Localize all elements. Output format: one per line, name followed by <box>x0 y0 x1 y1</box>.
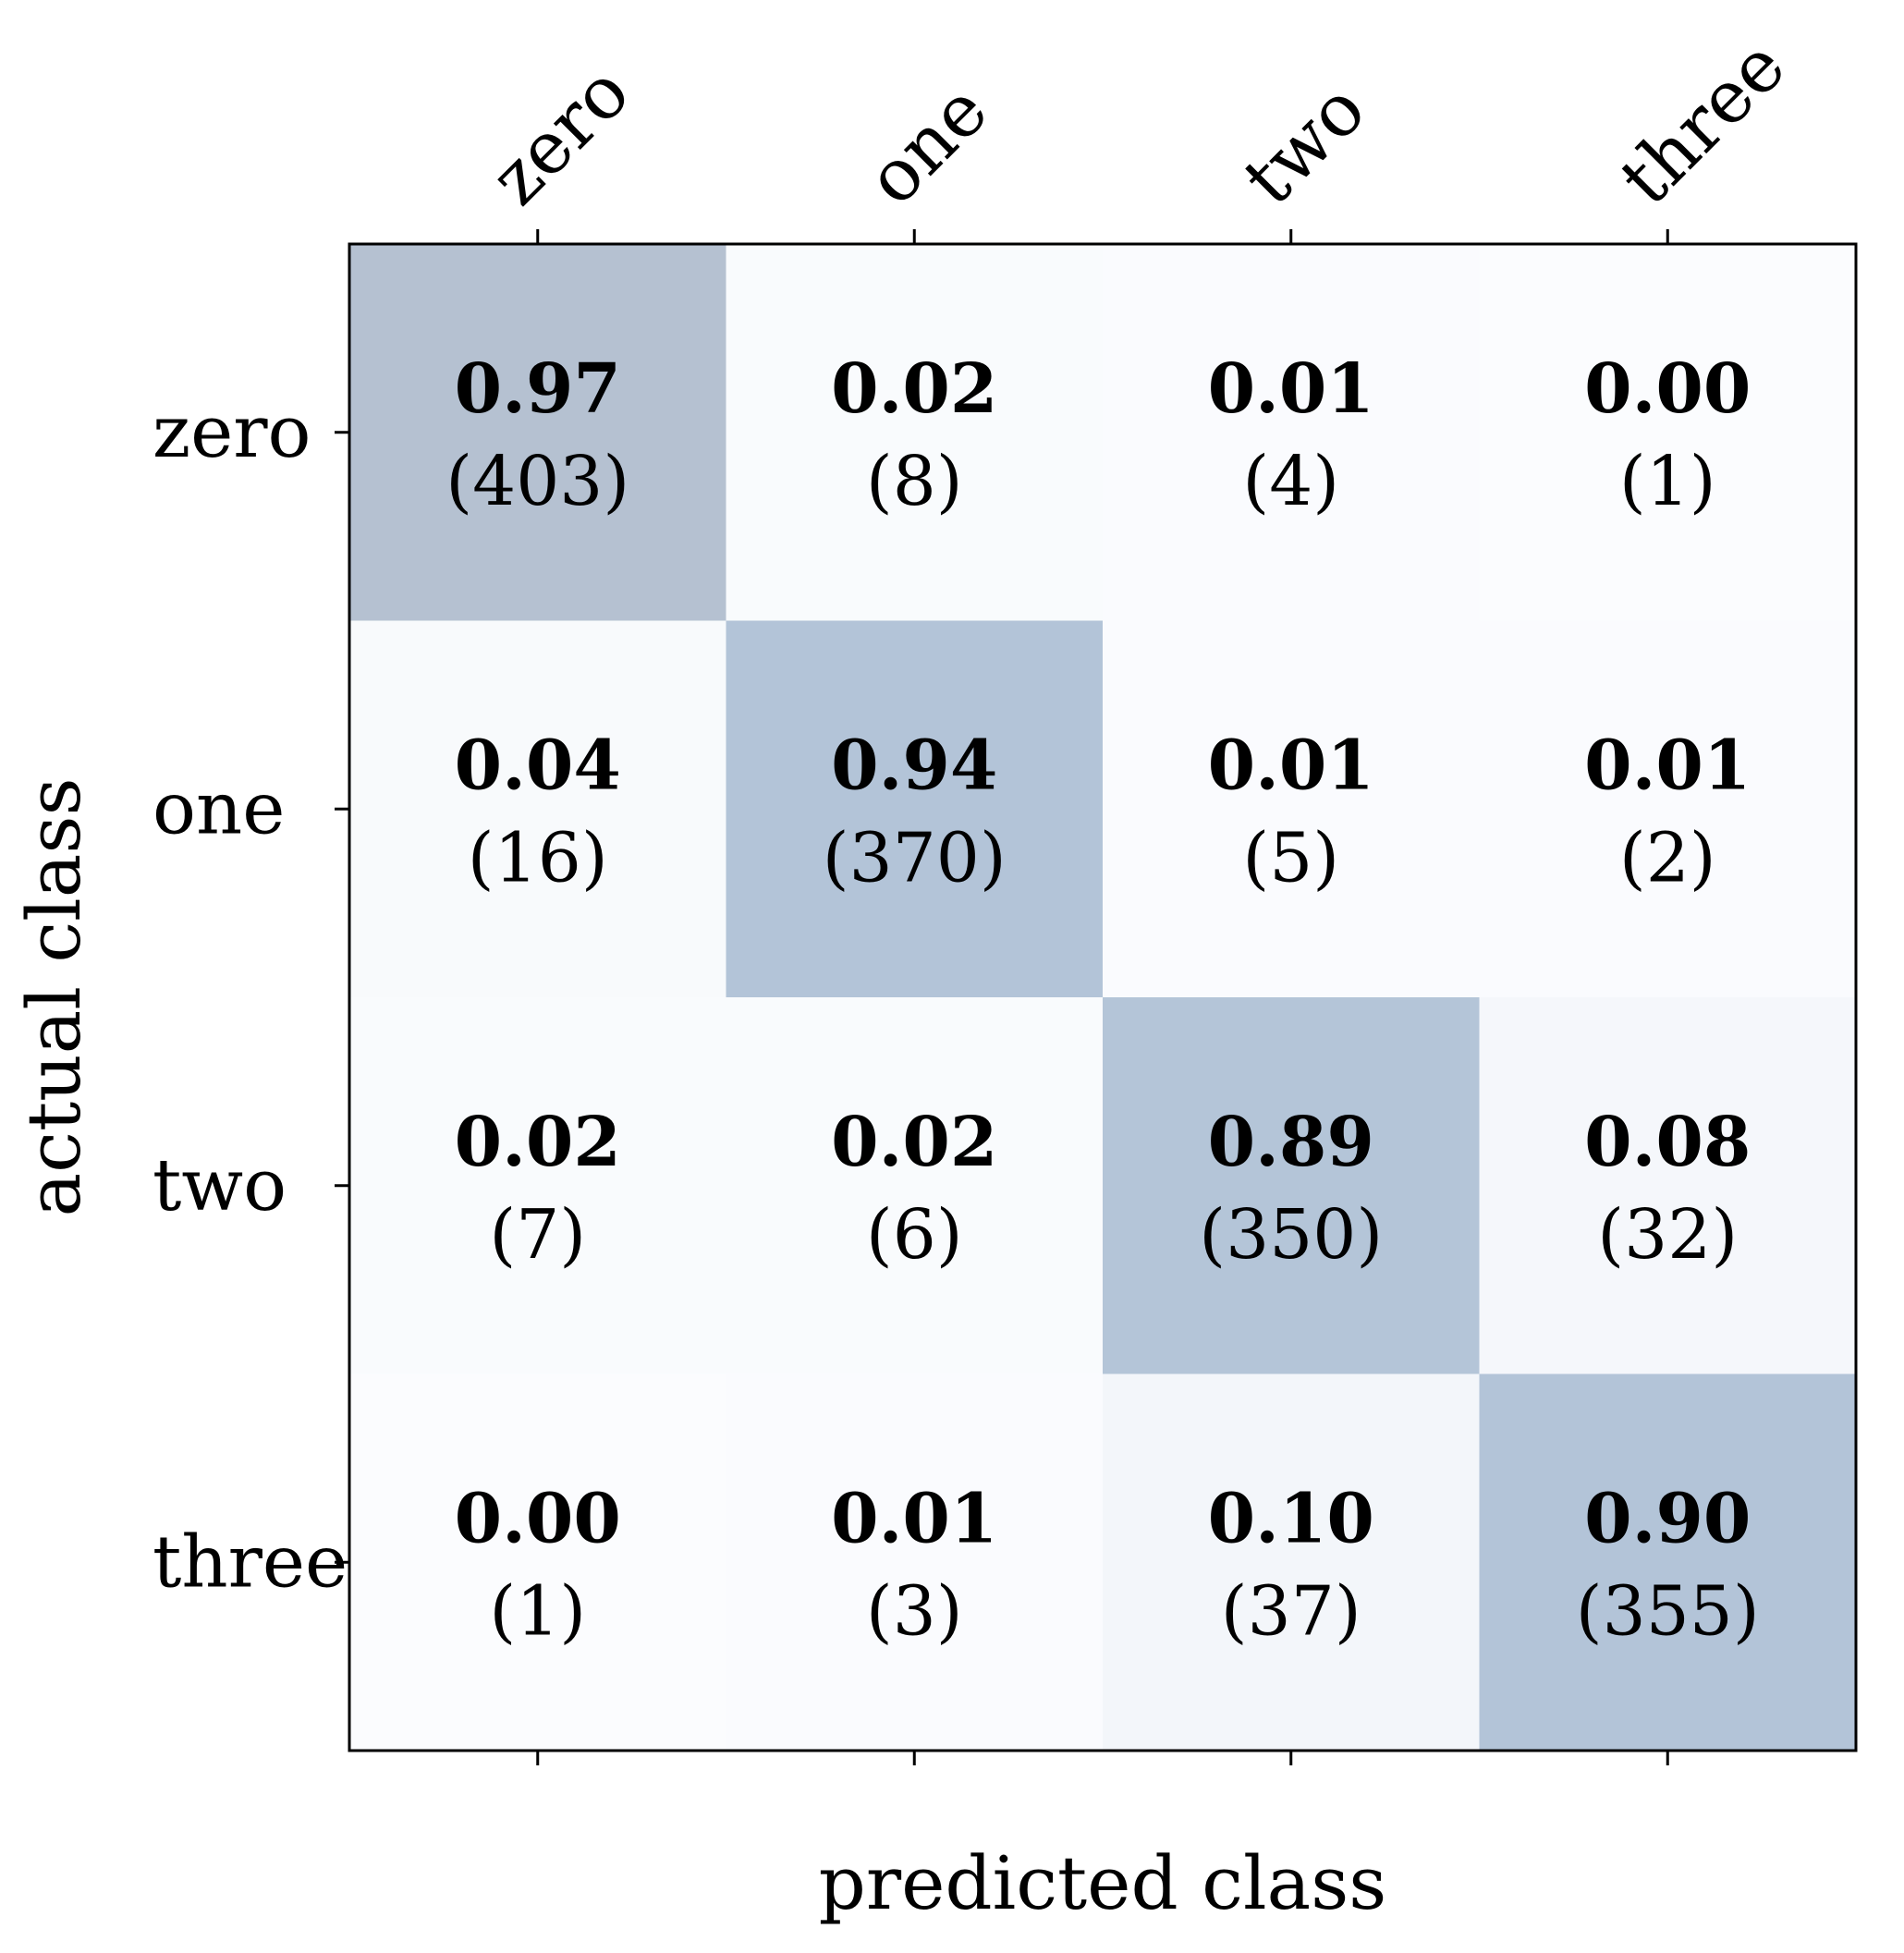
heatmap-cell-3-3 <box>1479 1373 1857 1752</box>
heatmap-cell-3-2 <box>1103 1373 1480 1752</box>
heatmap-cell-2-2 <box>1103 997 1480 1374</box>
cell-ratio-label: 0.94 <box>831 726 997 805</box>
heatmap-cell-2-0 <box>349 997 726 1374</box>
heatmap-cell-2-1 <box>726 997 1104 1374</box>
heatmap-cell-1-0 <box>349 620 726 998</box>
cell-count-label: (2) <box>1619 818 1716 897</box>
heatmap-cell-1-3 <box>1479 620 1857 998</box>
cell-count-label: (32) <box>1597 1195 1738 1275</box>
cell-ratio-label: 0.00 <box>455 1479 621 1558</box>
cell-count-label: (1) <box>1619 442 1716 521</box>
cell-ratio-label: 0.01 <box>831 1479 997 1558</box>
y-tick-label-one: one <box>153 767 285 850</box>
cell-ratio-label: 0.01 <box>1208 726 1374 805</box>
y-axis-label: actual class <box>11 777 97 1216</box>
heatmap-cell-0-1 <box>726 244 1104 621</box>
cell-count-label: (3) <box>866 1571 963 1651</box>
x-tick-label-two: two <box>1228 67 1382 221</box>
cell-ratio-label: 0.89 <box>1208 1103 1374 1182</box>
cell-count-label: (5) <box>1242 818 1339 897</box>
heatmap-cell-3-1 <box>726 1373 1104 1752</box>
cell-ratio-label: 0.02 <box>831 349 997 429</box>
cell-count-label: (8) <box>866 442 963 521</box>
x-axis-label: predicted class <box>819 1840 1387 1926</box>
cell-count-label: (6) <box>866 1195 963 1275</box>
cell-ratio-label: 0.02 <box>455 1103 621 1182</box>
cell-count-label: (16) <box>468 818 608 897</box>
cell-ratio-label: 0.97 <box>455 349 621 429</box>
heatmap-cell-2-3 <box>1479 997 1857 1374</box>
y-tick-label-two: two <box>153 1144 287 1227</box>
heatmap-cell-1-1 <box>726 620 1104 998</box>
heatmap-cell-1-2 <box>1103 620 1480 998</box>
cell-ratio-label: 0.04 <box>455 726 621 805</box>
cell-count-label: (37) <box>1221 1571 1361 1651</box>
heatmap-cell-0-3 <box>1479 244 1857 621</box>
heatmap-cell-0-2 <box>1103 244 1480 621</box>
cell-count-label: (370) <box>823 818 1007 897</box>
x-tick-label-zero: zero <box>475 51 646 222</box>
cell-ratio-label: 0.10 <box>1208 1479 1374 1558</box>
ticks-layer <box>335 229 1669 1765</box>
heatmap-cell-3-0 <box>349 1373 726 1752</box>
y-tick-label-zero: zero <box>153 391 311 474</box>
cell-ratio-label: 0.01 <box>1208 349 1374 429</box>
cells-layer <box>349 244 1857 1752</box>
cell-count-label: (403) <box>445 442 629 521</box>
cell-ratio-label: 0.08 <box>1584 1103 1751 1182</box>
heatmap-cell-0-0 <box>349 244 726 621</box>
cell-ratio-label: 0.01 <box>1584 726 1751 805</box>
cell-ratio-label: 0.02 <box>831 1103 997 1182</box>
cell-count-label: (1) <box>489 1571 586 1651</box>
cell-count-label: (355) <box>1576 1571 1760 1651</box>
y-tick-label-three: three <box>153 1520 348 1604</box>
cell-ratio-label: 0.90 <box>1584 1479 1751 1558</box>
plot-frame <box>348 242 1858 1752</box>
cell-ratio-label: 0.00 <box>1584 349 1751 429</box>
labels-layer: 0.97 (403) 0.02 (8) 0.01 (4) 0.00 (1) 0.04 (16) 0.… <box>153 24 1801 1651</box>
x-tick-label-one: one <box>851 68 1004 221</box>
x-tick-label-three: three <box>1605 24 1801 221</box>
cell-count-label: (350) <box>1199 1195 1383 1275</box>
cell-count-label: (4) <box>1242 442 1339 521</box>
cell-count-label: (7) <box>489 1195 586 1275</box>
